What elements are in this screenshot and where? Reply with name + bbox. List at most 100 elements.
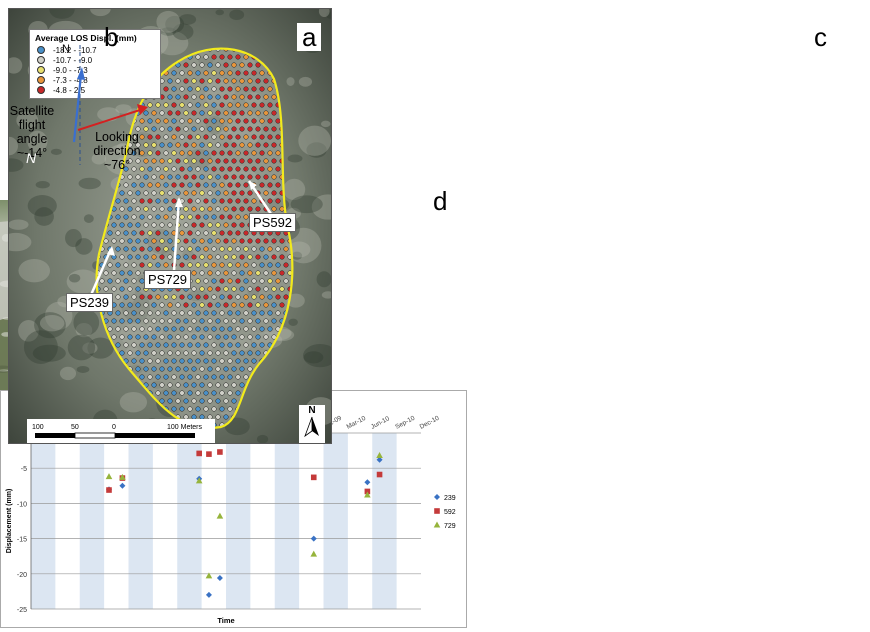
ps-point	[143, 142, 149, 148]
ps-point	[123, 246, 129, 252]
ps-point	[167, 334, 173, 340]
ps-point	[271, 286, 277, 292]
ps-point	[271, 174, 277, 180]
ps-point	[251, 70, 257, 76]
ps-point	[279, 286, 285, 292]
ps-point	[115, 198, 121, 204]
ps-point	[179, 358, 185, 364]
ps-point	[255, 110, 261, 116]
ps-point	[127, 254, 133, 260]
ps-point	[119, 350, 125, 356]
ps-point	[187, 390, 193, 396]
callout-ps592: PS592	[249, 213, 297, 232]
ps-point	[139, 214, 145, 220]
ps-point	[195, 310, 201, 316]
ps-point	[227, 390, 233, 396]
ps-point	[167, 94, 173, 100]
ps-point	[255, 94, 261, 100]
legend-item: -18.2 - -10.7	[35, 45, 155, 55]
panel-b-diagram: b N Satellite flight angle ~-14° Looking…	[0, 0, 150, 200]
ps-point	[227, 294, 233, 300]
ps-point	[155, 134, 161, 140]
ps-point	[243, 102, 249, 108]
ps-point	[223, 190, 229, 196]
ps-point	[179, 86, 185, 92]
ps-point	[191, 78, 197, 84]
ps-point	[175, 142, 181, 148]
data-point-592	[106, 487, 112, 493]
ps-point	[147, 262, 153, 268]
ps-point	[183, 78, 189, 84]
ps-point	[243, 310, 249, 316]
ps-point	[203, 310, 209, 316]
ps-point	[239, 142, 245, 148]
ps-point	[259, 150, 265, 156]
ps-point	[187, 374, 193, 380]
looking-text-line: Looking	[95, 130, 139, 144]
ps-point	[203, 278, 209, 284]
ps-point	[163, 390, 169, 396]
ps-point	[183, 350, 189, 356]
ps-point	[219, 118, 225, 124]
ps-point	[175, 382, 181, 388]
ps-point	[275, 182, 281, 188]
ps-point	[183, 126, 189, 132]
y-tick-label: -25	[17, 607, 27, 614]
ps-point	[151, 142, 157, 148]
ps-point	[263, 318, 269, 324]
ps-point	[187, 262, 193, 268]
ps-point	[195, 166, 201, 172]
ps-point	[135, 366, 141, 372]
ps-point	[227, 166, 233, 172]
ps-point	[215, 302, 221, 308]
ps-point	[159, 158, 165, 164]
ps-point	[179, 166, 185, 172]
ps-point	[195, 182, 201, 188]
ps-point	[119, 238, 125, 244]
ps-point	[119, 286, 125, 292]
ps-point	[99, 278, 105, 284]
legend-item: -4.8 - 2.5	[35, 85, 155, 95]
legend-item: -10.7 - -9.0	[35, 55, 155, 65]
ps-point	[247, 270, 253, 276]
ps-point	[163, 86, 169, 92]
ps-point	[135, 254, 141, 260]
panel-a-label: a	[297, 23, 322, 51]
ps-point	[211, 374, 217, 380]
ps-point	[227, 102, 233, 108]
ps-point	[243, 86, 249, 92]
ps-point	[203, 214, 209, 220]
ps-point	[163, 102, 169, 108]
ps-point	[115, 278, 121, 284]
panel-a-map: Average LOS Displ. (mm) -18.2 - -10.7 -1…	[8, 8, 332, 444]
ps-point	[159, 222, 165, 228]
ps-point	[235, 246, 241, 252]
ps-point	[235, 54, 241, 60]
data-point-239	[310, 535, 317, 542]
ps-point	[259, 86, 265, 92]
ps-point	[211, 198, 217, 204]
ps-point	[231, 126, 237, 132]
ps-point	[115, 310, 121, 316]
ps-point	[243, 278, 249, 284]
ps-point	[119, 302, 125, 308]
ps-point	[235, 326, 241, 332]
ps-point	[247, 190, 253, 196]
ps-point	[163, 262, 169, 268]
ps-point	[195, 342, 201, 348]
ps-point	[219, 86, 225, 92]
ps-point	[215, 318, 221, 324]
ps-point	[147, 102, 153, 108]
ps-point	[211, 246, 217, 252]
ps-point	[267, 86, 273, 92]
ps-point	[251, 310, 257, 316]
ps-point	[223, 286, 229, 292]
legend-item-label: -4.8 - 2.5	[53, 85, 86, 95]
ps-point	[111, 334, 117, 340]
ps-point	[175, 366, 181, 372]
ps-point	[243, 166, 249, 172]
ps-point	[219, 262, 225, 268]
ps-point	[263, 142, 269, 148]
legend-item-label: -9.0 - -7.3	[53, 65, 88, 75]
north-label: N	[308, 405, 316, 416]
